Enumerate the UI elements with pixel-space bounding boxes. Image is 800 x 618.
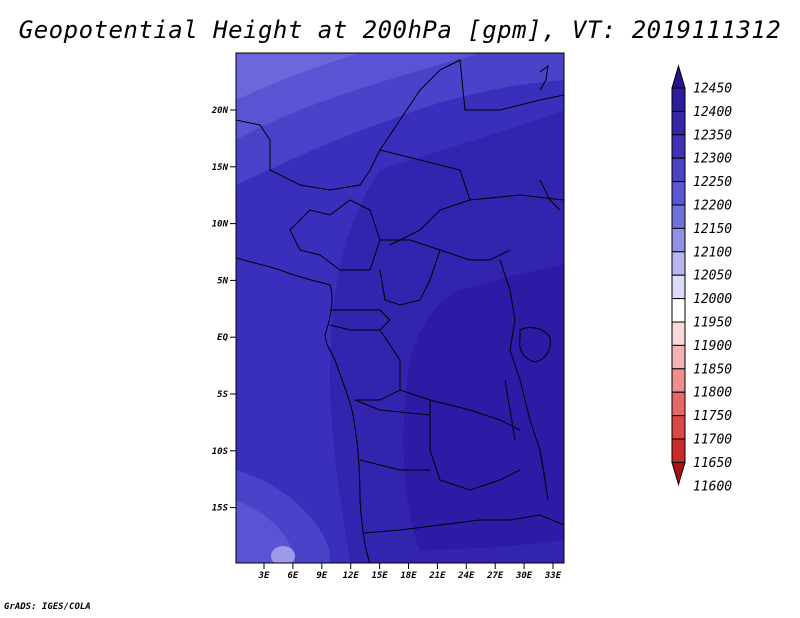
colorbar-label: 11950 xyxy=(693,316,732,331)
colorbar-segment xyxy=(671,438,686,463)
colorbar-label: 12400 xyxy=(693,105,732,120)
colorbar-segment xyxy=(671,344,686,370)
colorbar-label: 12350 xyxy=(693,128,732,143)
colorbar-label: 11800 xyxy=(693,386,732,401)
colorbar-segment xyxy=(671,321,686,346)
colorbar-segment xyxy=(671,181,686,206)
colorbar-label: 12050 xyxy=(693,269,732,284)
colorbar: 12450 12400 12350 12300 12250 12200 12150 12100… xyxy=(671,64,732,494)
lat-tick-label: 10S xyxy=(212,447,229,457)
colorbar-segment xyxy=(671,204,686,229)
lon-tick-label: 21E xyxy=(428,571,446,581)
lon-tick-label: 9E xyxy=(316,571,327,581)
lat-tick-label: 20N xyxy=(211,106,229,116)
lat-tick-label: 10N xyxy=(212,220,229,230)
colorbar-label: 11700 xyxy=(693,433,732,448)
lat-tick-label: 5N xyxy=(217,276,228,286)
colorbar-label: 11650 xyxy=(693,456,732,471)
colorbar-segment xyxy=(671,227,686,253)
colorbar-segment xyxy=(671,87,686,112)
lon-tick-label: 30E xyxy=(515,571,533,581)
lat-tick-label: EQ xyxy=(217,333,228,343)
colorbar-label: 12000 xyxy=(693,292,732,307)
lon-tick-label: 24E xyxy=(457,571,475,581)
colorbar-segment xyxy=(671,157,686,183)
colorbar-top-arrow xyxy=(671,64,686,89)
lon-tick-label: 27E xyxy=(486,571,504,581)
lat-tick-label: 15S xyxy=(212,504,229,514)
colorbar-segment xyxy=(671,251,686,276)
colorbar-label: 11600 xyxy=(693,479,732,494)
lon-tick-label: 3E xyxy=(258,571,270,581)
colorbar-label: 12250 xyxy=(693,175,732,190)
colorbar-label: 12300 xyxy=(693,152,732,167)
colorbar-label: 11850 xyxy=(693,362,732,377)
colorbar-label: 11750 xyxy=(693,409,732,424)
lon-tick-label: 15E xyxy=(371,571,388,581)
lon-tick-label: 12E xyxy=(343,571,360,581)
colorbar-bottom-arrow xyxy=(671,461,686,487)
map-title: Geopotential Height at 200hPa [gpm], VT:… xyxy=(18,16,782,44)
lat-tick-label: 15N xyxy=(212,163,229,173)
colorbar-segment xyxy=(671,274,686,300)
lat-tick-label: 5S xyxy=(217,390,228,400)
colorbar-label: 12200 xyxy=(693,199,732,214)
colorbar-label: 12150 xyxy=(693,222,732,237)
map-frame xyxy=(235,52,565,564)
colorbar-label: 12100 xyxy=(693,245,732,260)
lon-axis: 3E 6E 9E 12E 15E 18E 21E 24E 27E 30E 33E xyxy=(258,563,562,581)
lon-tick-label: 18E xyxy=(400,571,417,581)
height-field xyxy=(236,53,564,563)
colorbar-label: 11900 xyxy=(693,339,732,354)
grads-credit: GrADS: IGES/COLA xyxy=(4,602,91,612)
colorbar-segment xyxy=(671,134,686,159)
lon-tick-label: 6E xyxy=(287,571,298,581)
colorbar-segment xyxy=(671,298,686,323)
lon-tick-label: 33E xyxy=(544,571,562,581)
colorbar-segment xyxy=(671,415,686,440)
lat-axis: 20N 15N 10N 5N EQ 5S 10S 15S xyxy=(211,106,236,514)
colorbar-segment xyxy=(671,110,686,136)
colorbar-label: 12450 xyxy=(693,82,732,97)
colorbar-segment xyxy=(671,391,686,417)
colorbar-segment xyxy=(671,368,686,393)
